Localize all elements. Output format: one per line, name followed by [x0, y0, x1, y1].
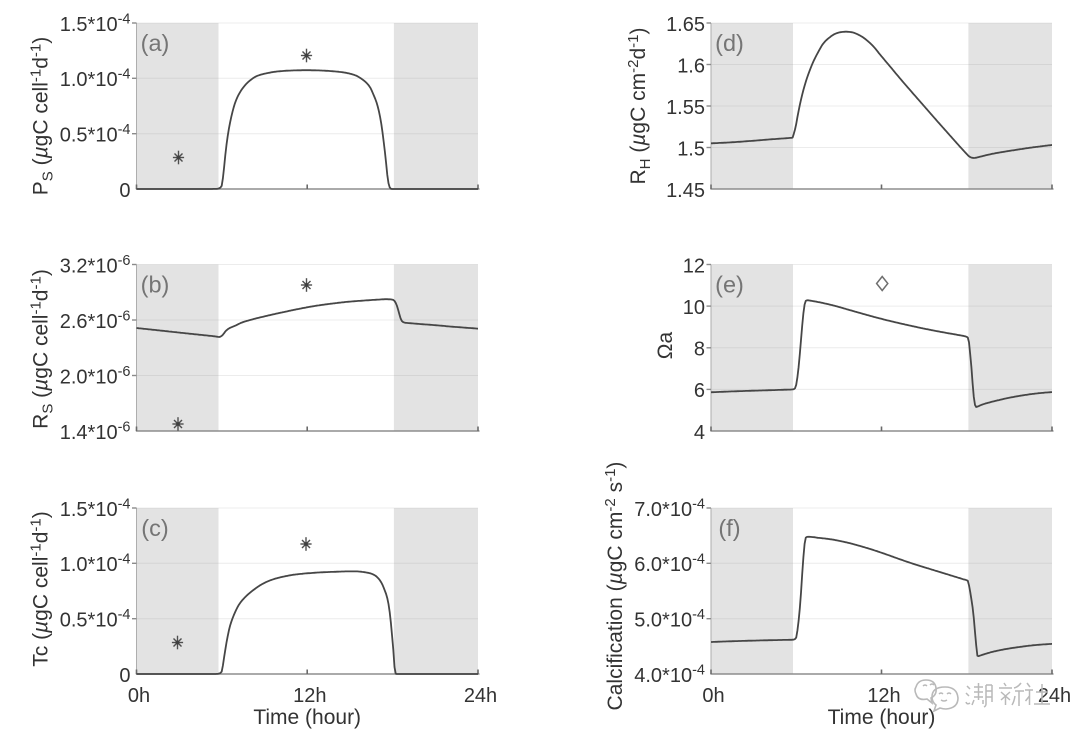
svg-text:1.5: 1.5	[677, 138, 705, 160]
svg-text:6: 6	[694, 380, 705, 402]
svg-text:1.55: 1.55	[666, 97, 705, 119]
svg-text:(a): (a)	[141, 30, 170, 56]
svg-text:(b): (b)	[141, 272, 170, 298]
svg-text:Ωa: Ωa	[654, 331, 677, 359]
svg-text:0h: 0h	[702, 685, 724, 707]
svg-text:1.45: 1.45	[666, 180, 705, 202]
svg-text:5.0*10-4: 5.0*10-4	[634, 607, 705, 632]
svg-text:1.65: 1.65	[666, 14, 705, 36]
svg-text:Tc (µgC cell-1​d-1​): Tc (µgC cell-1​d-1​)	[28, 511, 53, 667]
svg-text:1.6: 1.6	[677, 55, 705, 77]
svg-text:12h: 12h	[293, 685, 326, 707]
svg-text:10: 10	[683, 297, 705, 319]
svg-text:4: 4	[694, 422, 705, 444]
svg-text:RS​ (µgC cell-1​d-1​): RS​ (µgC cell-1​d-1​)	[28, 269, 57, 429]
svg-text:Time (hour): Time (hour)	[253, 706, 361, 729]
svg-text:24h: 24h	[464, 685, 497, 707]
svg-text:12: 12	[683, 255, 705, 277]
svg-text:1.4*10-6: 1.4*10-6	[60, 419, 131, 444]
svg-text:(e): (e)	[715, 272, 744, 298]
svg-text:24h: 24h	[1038, 685, 1071, 707]
svg-text:0: 0	[119, 180, 130, 202]
svg-text:(c): (c)	[141, 515, 168, 541]
svg-text:(d): (d)	[715, 30, 744, 56]
svg-text:0: 0	[119, 665, 130, 687]
svg-text:1.0*10-4: 1.0*10-4	[60, 552, 131, 577]
svg-text:8: 8	[694, 339, 705, 361]
svg-text:PS​ (µgC cell-1​d-1​): PS​ (µgC cell-1​d-1​)	[28, 37, 57, 196]
svg-text:12h: 12h	[867, 685, 900, 707]
svg-text:Time (hour): Time (hour)	[828, 706, 936, 729]
svg-text:RH​ (µgC cm-2​d-1​): RH​ (µgC cm-2​d-1​)	[625, 27, 654, 184]
svg-text:0h: 0h	[128, 685, 150, 707]
svg-text:Calcification (µgC cm-2​ s-1​): Calcification (µgC cm-2​ s-1​)	[602, 462, 627, 711]
svg-text:(f): (f)	[718, 515, 740, 541]
svg-text:2.6*10-6: 2.6*10-6	[60, 308, 131, 333]
